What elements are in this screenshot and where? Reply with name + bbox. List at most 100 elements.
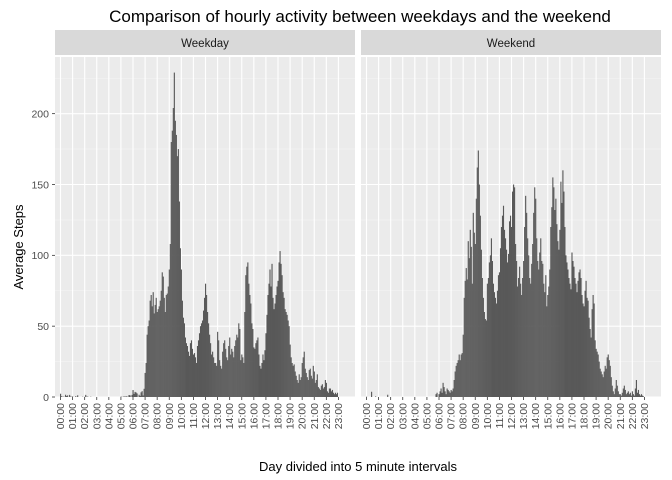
bar-weekend-219 [586, 297, 588, 397]
bar-weekday-5 [65, 394, 67, 397]
bar-weekday-117 [177, 149, 179, 397]
bar-weekend-254 [621, 392, 623, 397]
bar-weekend-128 [494, 297, 497, 397]
bar-weekend-210 [577, 280, 579, 397]
bars-weekend [366, 150, 645, 397]
bar-weekday-237 [298, 374, 300, 397]
bar-weekday-149 [210, 343, 212, 397]
bar-weekend-239 [606, 357, 608, 397]
bar-weekday-180 [241, 354, 243, 397]
bar-weekday-118 [178, 201, 180, 397]
bar-weekend-112 [478, 184, 480, 397]
bar-weekday-270 [331, 389, 334, 397]
bar-weekend-198 [565, 255, 567, 397]
bar-weekend-178 [545, 275, 547, 397]
bar-weekday-15 [75, 396, 77, 397]
bar-weekday-215 [276, 286, 278, 397]
bar-weekend-181 [548, 286, 550, 397]
bar-weekend-79 [445, 394, 447, 397]
bar-weekday-229 [290, 357, 292, 397]
bar-weekday-216 [277, 280, 279, 397]
x-tick-label: 18:00 [273, 403, 285, 429]
x-tick-label: 10:00 [482, 403, 494, 429]
bar-weekday-191 [252, 329, 254, 397]
bar-weekday-116 [176, 156, 178, 397]
bar-weekday-254 [315, 380, 317, 397]
bar-weekday-181 [242, 357, 244, 397]
bar-weekday-73 [133, 393, 135, 397]
bar-weekend-184 [551, 207, 553, 397]
bar-weekday-236 [297, 382, 299, 397]
bar-weekend-72 [438, 394, 440, 397]
bar-weekday-89 [149, 300, 151, 397]
bar-weekend-197 [564, 227, 566, 397]
x-tick-label: 05:00 [421, 403, 433, 429]
bar-weekend-243 [610, 377, 612, 397]
bar-weekday-195 [256, 340, 258, 397]
bar-weekday-92 [152, 292, 154, 397]
x-tick-label: 16:00 [248, 403, 260, 429]
x-tick-label: 11:00 [494, 403, 506, 429]
bar-weekend-221 [588, 317, 590, 397]
bar-weekday-63 [123, 396, 125, 397]
bar-weekday-107 [167, 286, 169, 397]
bar-weekend-138 [504, 238, 507, 397]
bar-weekday-123 [183, 323, 185, 397]
bar-weekday-85 [145, 363, 147, 397]
x-tick-label: 17:00 [260, 403, 272, 429]
y-tick-label: 200 [31, 108, 49, 120]
bar-weekend-154 [521, 295, 523, 397]
bar-weekend-109 [475, 198, 477, 397]
bar-weekend-185 [552, 177, 554, 397]
bar-weekend-76 [442, 382, 444, 397]
bar-weekday-169 [230, 354, 232, 397]
bar-weekday-268 [329, 388, 331, 397]
bar-weekday-178 [239, 329, 241, 397]
bar-weekend-205 [572, 261, 574, 397]
bar-weekday-222 [283, 297, 285, 397]
bar-weekend-202 [569, 283, 571, 397]
bar-weekday-163 [224, 340, 226, 397]
bar-weekend-115 [481, 278, 483, 397]
bar-weekend-226 [593, 303, 595, 397]
bar-weekday-138 [198, 333, 201, 397]
x-tick-label: 19:00 [591, 403, 603, 429]
bar-weekday-0 [60, 393, 62, 397]
y-tick-label: 0 [43, 392, 49, 404]
bar-weekday-128 [188, 355, 191, 397]
bar-weekday-196 [257, 337, 259, 397]
bar-weekday-79 [139, 395, 141, 397]
bar-weekend-196 [563, 191, 565, 397]
bar-weekday-6 [66, 396, 68, 397]
bar-weekday-258 [319, 389, 321, 397]
bar-weekday-137 [197, 340, 200, 397]
bar-weekday-130 [190, 340, 193, 397]
bar-weekday-269 [330, 391, 332, 397]
strip-label-weekday: Weekday [181, 38, 229, 50]
bar-weekday-74 [134, 391, 136, 397]
bar-weekend-146 [513, 184, 515, 397]
bar-weekday-208 [269, 269, 271, 397]
bar-weekend-261 [628, 394, 630, 397]
y-tick-label: 150 [31, 179, 49, 191]
bar-weekend-166 [533, 212, 535, 397]
bar-weekday-108 [168, 269, 170, 397]
bar-weekday-228 [289, 344, 291, 397]
bar-weekday-165 [226, 357, 228, 397]
bar-weekday-233 [294, 371, 296, 397]
bar-weekend-86 [452, 388, 454, 397]
bar-weekday-266 [327, 392, 329, 397]
bar-weekend-209 [576, 292, 578, 397]
x-tick-label: 17:00 [566, 403, 578, 429]
bar-weekend-235 [602, 377, 604, 397]
bar-weekend-270 [637, 389, 640, 397]
bar-weekday-72 [132, 390, 134, 397]
bar-weekend-110 [476, 167, 478, 397]
bar-weekend-89 [455, 365, 457, 397]
bar-weekend-273 [640, 394, 643, 397]
bar-weekend-214 [581, 295, 583, 397]
bar-weekend-97 [463, 297, 465, 397]
bar-weekday-143 [203, 297, 206, 397]
bar-weekday-9 [69, 394, 71, 398]
